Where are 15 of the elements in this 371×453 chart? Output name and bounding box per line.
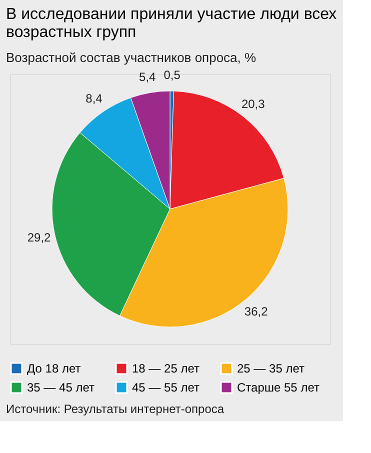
- data-label: 8,4: [86, 92, 103, 106]
- data-label: 0,5: [164, 68, 181, 82]
- data-label: 20,3: [241, 96, 266, 111]
- legend-label: До 18 лет: [27, 362, 82, 376]
- data-label: 5,4: [139, 70, 156, 84]
- chart-subtitle: Возрастной состав участников опроса, %: [6, 50, 257, 66]
- data-label: 29,2: [27, 230, 52, 244]
- legend-label: 25 — 35 лет: [237, 362, 305, 376]
- chart-title: В исследовании приняли участие люди всех возрастных групп: [6, 6, 337, 42]
- legend-label: 35 — 45 лет: [27, 380, 95, 394]
- data-label: 36,2: [244, 304, 268, 319]
- legend-label: 18 — 25 лет: [132, 362, 200, 376]
- legend-label: Старше 55 лет: [237, 380, 320, 394]
- legend-label: 45 — 55 лет: [132, 380, 200, 394]
- text: Источник: Результаты интернет-опроса: [6, 402, 224, 416]
